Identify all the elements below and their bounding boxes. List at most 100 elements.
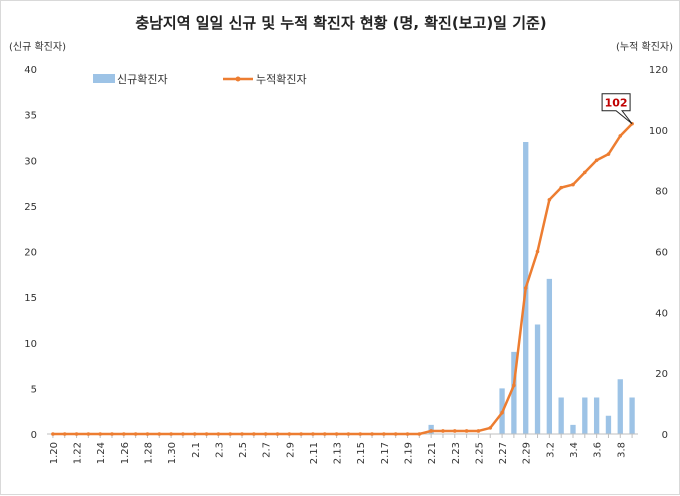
right-tick-label: 80 — [655, 187, 668, 198]
line-point-2.25 — [476, 429, 481, 433]
left-tick-label: 5 — [31, 384, 37, 395]
line-point-2.29 — [523, 286, 528, 290]
line-point-2.8 — [275, 432, 280, 436]
line-point-2.24 — [464, 429, 469, 433]
x-tick-label: 1.26 — [120, 442, 131, 464]
x-tick-label: 2.1 — [191, 442, 202, 458]
x-tick-label: 2.23 — [451, 442, 462, 464]
x-tick-label: 2.7 — [262, 442, 273, 458]
line-point-2.28 — [512, 383, 516, 388]
left-tick-label: 0 — [31, 430, 37, 441]
bar-3.3 — [558, 397, 564, 434]
left-tick-label: 10 — [24, 339, 37, 350]
line-point-1.23 — [86, 432, 91, 436]
line-point-2.1 — [192, 432, 197, 436]
right-axis-ticks: 0 20 40 60 80 100 120 — [649, 65, 668, 441]
line-point-1.25 — [110, 432, 114, 436]
x-tick-label: 2.25 — [474, 442, 485, 464]
line-point-2.20 — [417, 432, 422, 436]
x-tick-label: 2.17 — [380, 442, 391, 464]
x-tick-label: 3.2 — [545, 442, 556, 458]
bar-2.28 — [511, 351, 517, 434]
legend-label-bar: 신규확진자 — [117, 73, 168, 86]
left-tick-label: 25 — [24, 202, 37, 213]
bar-3.8 — [617, 379, 623, 434]
line-point-2.11 — [311, 432, 315, 436]
x-tick-label: 3.8 — [616, 442, 627, 458]
line-point-1.24 — [98, 432, 102, 436]
x-axis-ticks: 1.20 1.22 1.24 1.26 1.28 1.30 2.1 2.3 2.5 2.7 2.9 2… — [49, 434, 633, 464]
bar-3.9 — [629, 397, 635, 434]
callout-label: 102 — [605, 96, 628, 109]
line-point-2.4 — [228, 432, 233, 436]
legend-swatch-bar — [93, 74, 115, 83]
x-tick-label: 2.13 — [333, 442, 344, 464]
bar-3.2 — [546, 278, 553, 434]
line-point-2.22 — [441, 429, 445, 433]
line-point-3.2 — [547, 197, 552, 202]
line-point-2.19 — [405, 432, 410, 436]
line-point-3.3 — [559, 185, 563, 190]
line-point-2.2 — [204, 432, 209, 436]
line-point-2.18 — [393, 432, 398, 436]
bar-3.1 — [534, 324, 541, 434]
right-tick-label: 40 — [655, 308, 668, 319]
right-tick-label: 60 — [655, 248, 668, 259]
line-point-2.7 — [263, 432, 268, 436]
chart-title: 충남지역 일일 신규 및 누적 확진자 현황 (명, 확진(보고)일 기준) — [135, 14, 546, 32]
left-axis-ticks: 0 5 10 15 20 25 30 35 40 — [24, 65, 37, 441]
line-point-2.21 — [429, 429, 433, 433]
line-point-2.6 — [252, 432, 256, 436]
line-point-2.27 — [500, 410, 504, 415]
line-point-2.12 — [322, 432, 327, 436]
left-tick-label: 30 — [24, 156, 37, 167]
line-point-3.5 — [583, 170, 587, 175]
right-tick-label: 20 — [655, 369, 668, 380]
left-tick-label: 20 — [24, 248, 37, 259]
line-point-1.27 — [133, 432, 138, 436]
line-point-1.20 — [51, 432, 55, 436]
left-tick-label: 40 — [24, 65, 37, 76]
line-point-2.23 — [452, 429, 457, 433]
left-axis-title: (신규 확진자) — [9, 41, 66, 53]
x-tick-label: 2.21 — [427, 442, 438, 464]
x-tick-label: 2.5 — [238, 442, 249, 458]
line-point-1.29 — [157, 432, 162, 436]
line-point-3.1 — [535, 249, 540, 254]
x-tick-label: 2.11 — [309, 442, 320, 464]
line-point-2.15 — [358, 432, 363, 436]
x-tick-label: 1.28 — [143, 442, 154, 464]
line-point-1.21 — [62, 432, 67, 436]
x-tick-label: 2.3 — [214, 442, 225, 458]
x-tick-label: 1.20 — [49, 442, 60, 464]
right-tick-label: 100 — [649, 126, 668, 137]
line-point-1.28 — [145, 432, 150, 436]
left-tick-label: 35 — [24, 111, 37, 122]
line-point-1.22 — [74, 432, 79, 436]
line-point-2.26 — [488, 426, 493, 430]
line-point-2.10 — [299, 432, 303, 436]
bar-3.4 — [570, 424, 576, 434]
x-tick-label: 2.29 — [522, 442, 533, 464]
x-tick-label: 1.30 — [167, 442, 178, 464]
right-tick-label: 120 — [649, 65, 668, 76]
line-point-3.4 — [571, 182, 575, 187]
line-point-2.13 — [334, 432, 339, 436]
legend-label-line: 누적확진자 — [256, 73, 307, 86]
line-point-2.5 — [240, 432, 244, 436]
bar-3.5 — [582, 397, 588, 434]
x-tick-label: 1.24 — [96, 442, 107, 464]
x-tick-label: 2.15 — [356, 442, 367, 464]
bar-series — [428, 142, 635, 434]
legend-swatch-marker — [235, 76, 241, 82]
right-axis-title: (누적 확진자) — [616, 41, 673, 53]
x-tick-label: 1.22 — [73, 442, 84, 464]
bar-3.7 — [605, 415, 612, 434]
line-point-2.14 — [346, 432, 351, 436]
x-tick-label: 2.19 — [404, 442, 415, 464]
data-callout: 102 — [601, 93, 633, 125]
left-tick-label: 15 — [24, 293, 37, 304]
bar-3.6 — [593, 397, 600, 434]
x-tick-label: 3.6 — [593, 442, 604, 458]
